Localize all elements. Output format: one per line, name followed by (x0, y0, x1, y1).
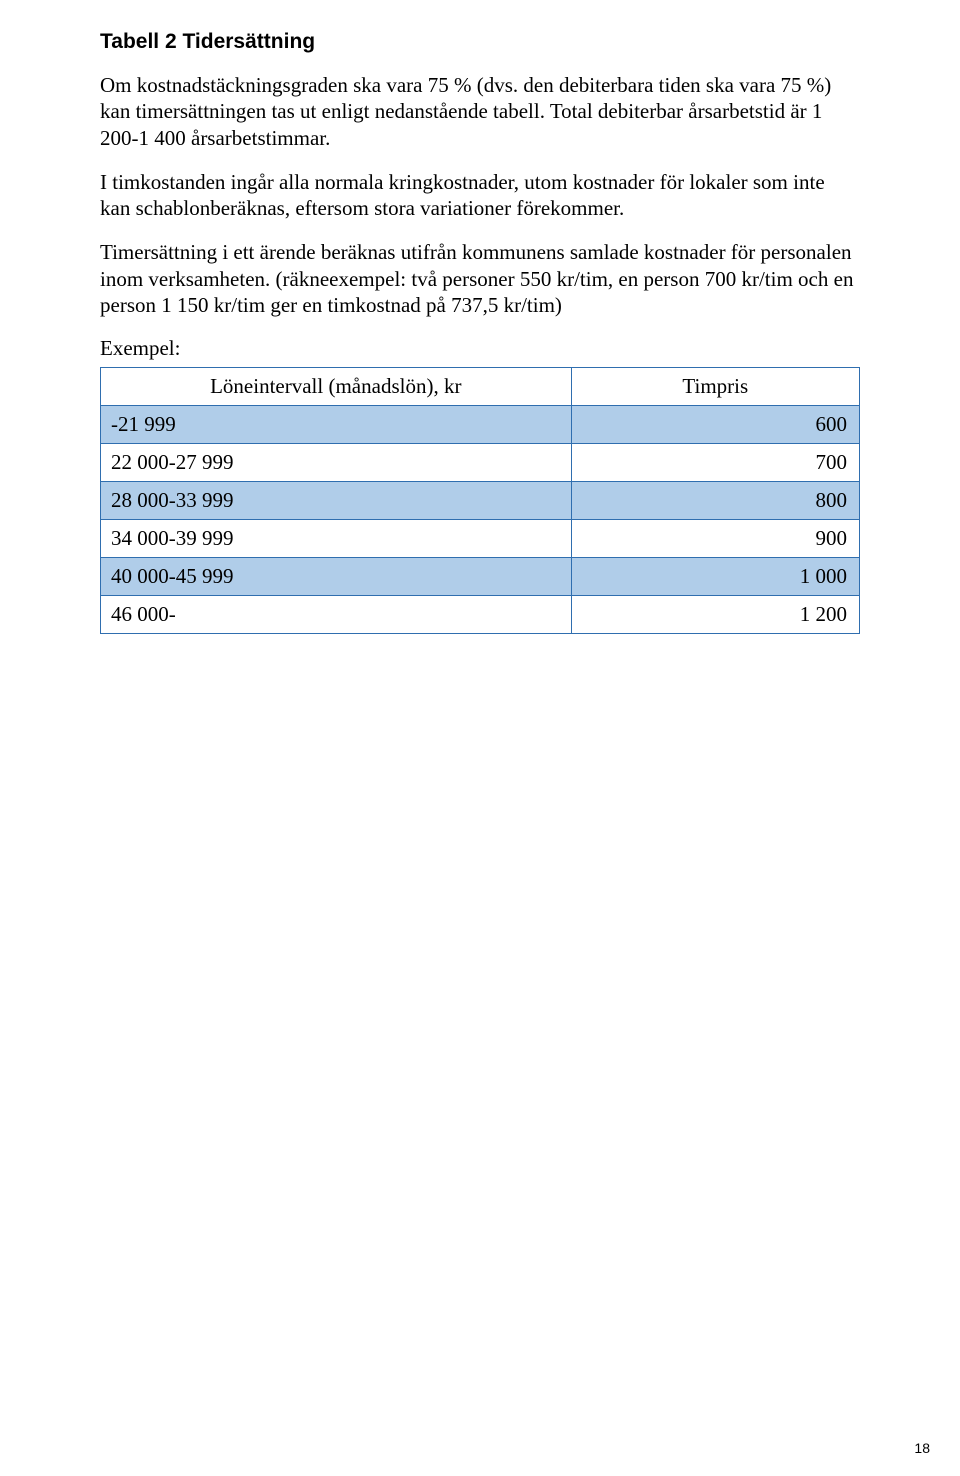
row-label: -21 999 (101, 406, 572, 444)
row-label: 46 000- (101, 596, 572, 634)
table-row: 46 000- 1 200 (101, 596, 860, 634)
table-header-row: Löneintervall (månadslön), kr Timpris (101, 368, 860, 406)
pricing-table: Löneintervall (månadslön), kr Timpris -2… (100, 367, 860, 634)
row-label: 34 000-39 999 (101, 520, 572, 558)
col-header-price: Timpris (571, 368, 859, 406)
row-label: 28 000-33 999 (101, 482, 572, 520)
row-value: 600 (571, 406, 859, 444)
col-header-interval: Löneintervall (månadslön), kr (101, 368, 572, 406)
paragraph-1: Om kostnadstäckningsgraden ska vara 75 %… (100, 72, 860, 151)
row-value: 800 (571, 482, 859, 520)
row-label: 22 000-27 999 (101, 444, 572, 482)
table-heading: Tabell 2 Tidersättning (100, 30, 860, 54)
row-value: 900 (571, 520, 859, 558)
row-value: 1 000 (571, 558, 859, 596)
row-value: 1 200 (571, 596, 859, 634)
example-label: Exempel: (100, 336, 860, 361)
table-row: -21 999 600 (101, 406, 860, 444)
table-row: 28 000-33 999 800 (101, 482, 860, 520)
table-row: 34 000-39 999 900 (101, 520, 860, 558)
table-row: 22 000-27 999 700 (101, 444, 860, 482)
page-number: 18 (914, 1440, 930, 1456)
row-value: 700 (571, 444, 859, 482)
paragraph-2: I timkostanden ingår alla normala kringk… (100, 169, 860, 222)
paragraph-3: Timersättning i ett ärende beräknas utif… (100, 239, 860, 318)
table-row: 40 000-45 999 1 000 (101, 558, 860, 596)
row-label: 40 000-45 999 (101, 558, 572, 596)
